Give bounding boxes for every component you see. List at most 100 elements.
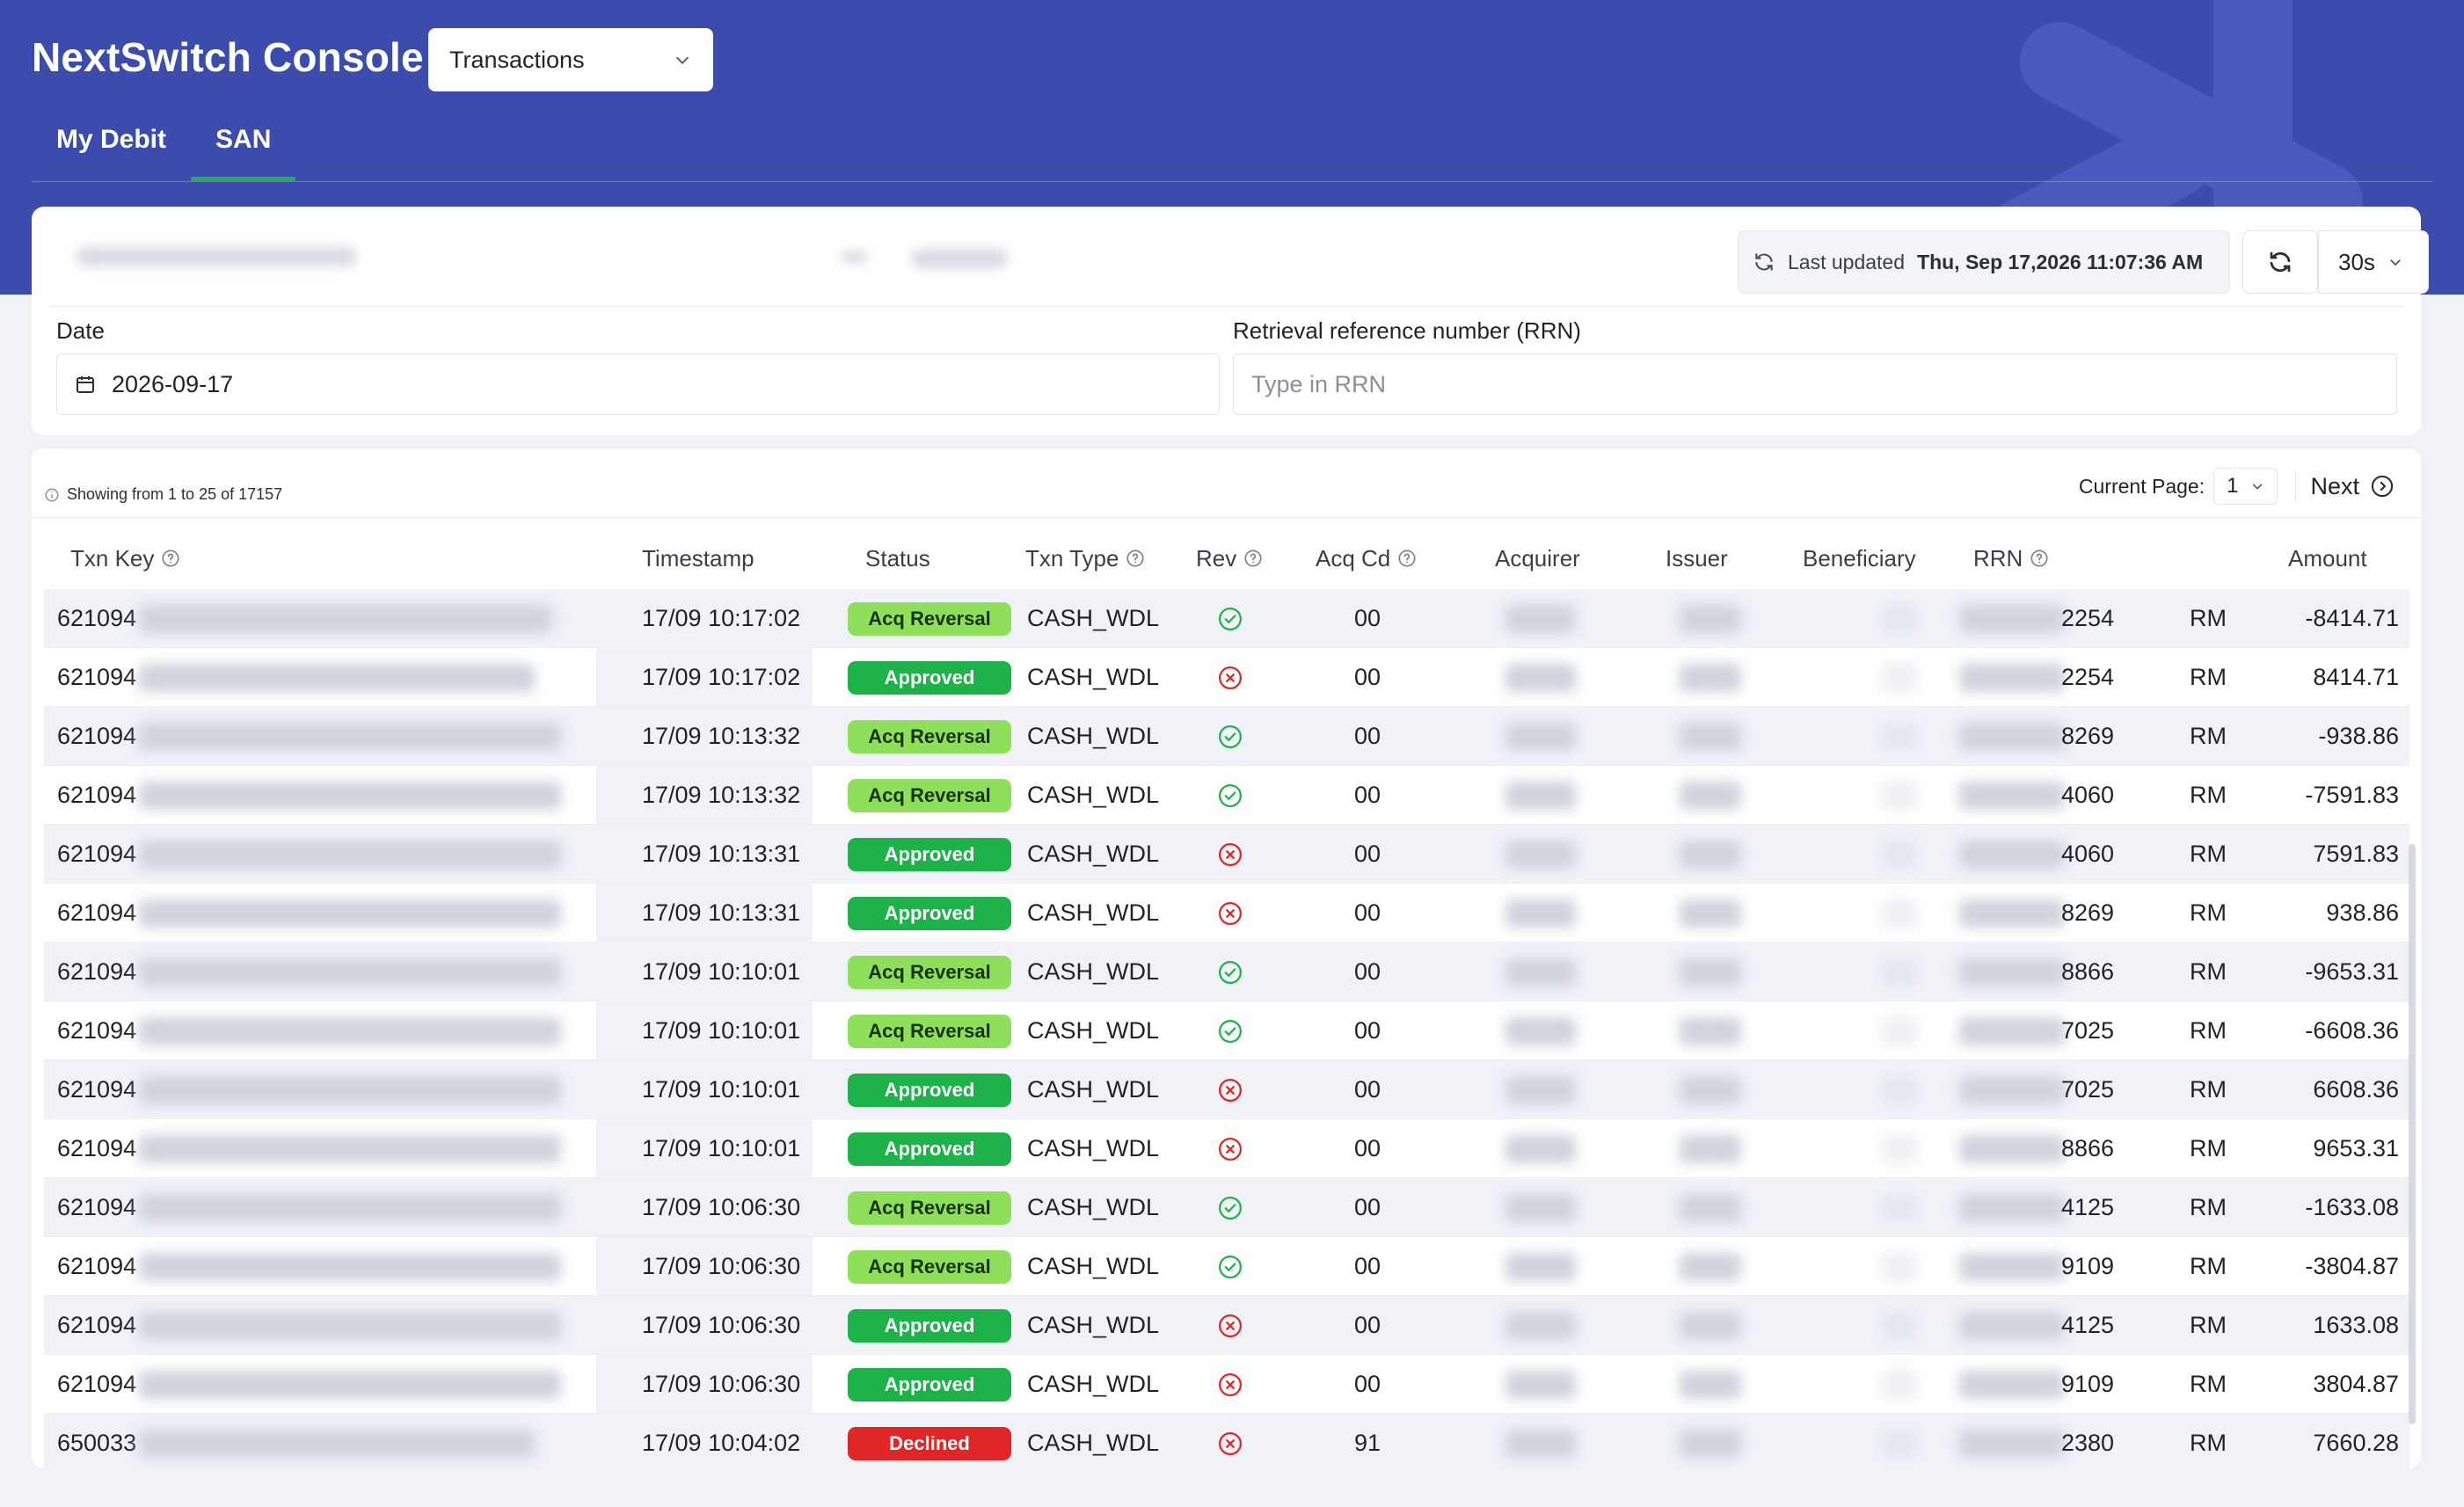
currency-cell: RM: [2190, 605, 2227, 631]
timestamp-cell: 17/09 10:06:30: [642, 1371, 801, 1397]
txn-key-cell: 621094: [57, 782, 137, 808]
redacted-acquirer: [1505, 841, 1576, 869]
table-row[interactable]: 621094 17/09 10:10:01 Approved CASH_WDL 00 88…: [44, 1119, 2409, 1178]
table-row[interactable]: 621094 17/09 10:13:32 Acq Reversal CASH_WDL…: [44, 707, 2409, 766]
help-circle-icon[interactable]: [1243, 549, 1263, 568]
rrn-cell: 9109: [2061, 1371, 2115, 1397]
txn-key-cell: 621094: [57, 1135, 137, 1161]
rev-cell: [1217, 1178, 1243, 1237]
rrn-input[interactable]: [1251, 370, 2379, 398]
table-row[interactable]: 621094 17/09 10:06:30 Acq Reversal CASH_WDL…: [44, 1237, 2409, 1296]
table-row[interactable]: 621094 17/09 10:10:01 Acq Reversal CASH_WDL…: [44, 943, 2409, 1001]
acq-cd-cell: 00: [1354, 899, 1381, 926]
status-cell: Acq Reversal: [848, 1178, 1011, 1237]
status-cell: Approved: [848, 1296, 1011, 1355]
redacted-txn-key: [139, 605, 552, 633]
redacted-txn-key: [139, 1371, 561, 1399]
timestamp-cell: 17/09 10:06:30: [642, 1312, 801, 1338]
transactions-table-card: Showing from 1 to 25 of 17157 Current Pa…: [32, 448, 2421, 1468]
redacted-rrn: [1959, 1430, 2065, 1458]
acq-cd-cell: 00: [1354, 1312, 1381, 1338]
column-header-label: RRN: [1973, 544, 2023, 571]
table-row[interactable]: 621094 17/09 10:13:32 Acq Reversal CASH_WDL…: [44, 766, 2409, 825]
redacted-txn-key: [139, 1430, 535, 1458]
acq-cd-cell: 00: [1354, 1371, 1381, 1397]
status-badge: Acq Reversal: [848, 1249, 1011, 1284]
redacted-beneficiary: [1882, 1371, 1917, 1399]
table-row[interactable]: 621094 17/09 10:06:30 Approved CASH_WDL 00 41…: [44, 1296, 2409, 1355]
table-row[interactable]: 621094 17/09 10:13:31 Approved CASH_WDL 00 40…: [44, 825, 2409, 884]
table-scrollbar[interactable]: [2409, 844, 2416, 1424]
acq-cd-cell: 00: [1354, 958, 1381, 985]
redacted-beneficiary: [1882, 1017, 1917, 1045]
column-header-timestamp[interactable]: Timestamp: [642, 528, 755, 589]
x-circle-icon: [1219, 901, 1242, 925]
acq-cd-cell: 91: [1354, 1430, 1381, 1456]
status-badge: Acq Reversal: [848, 719, 1011, 754]
table-row[interactable]: 621094 17/09 10:10:01 Approved CASH_WDL 00 70…: [44, 1060, 2409, 1119]
redacted-filter: [76, 247, 357, 266]
timestamp-cell: 17/09 10:06:30: [642, 1253, 801, 1279]
redacted-acquirer: [1505, 664, 1576, 692]
tab-my-debit[interactable]: My Debit: [56, 125, 167, 154]
table-row[interactable]: 621094 17/09 10:06:30 Approved CASH_WDL 00 91…: [44, 1355, 2409, 1414]
refresh-button[interactable]: [2242, 230, 2318, 294]
next-page-button[interactable]: Next: [2310, 473, 2395, 500]
x-circle-icon: [1219, 1314, 1242, 1337]
acq-cd-cell: 00: [1354, 1017, 1381, 1044]
current-page-select[interactable]: 1: [2213, 468, 2278, 505]
column-header-txn-key[interactable]: Txn Key: [70, 528, 180, 589]
row-divider: [44, 647, 2409, 648]
redacted-filter: [841, 251, 867, 263]
rrn-cell: 2254: [2061, 664, 2115, 690]
redacted-beneficiary: [1882, 605, 1917, 633]
help-circle-icon[interactable]: [2030, 549, 2049, 568]
help-circle-icon[interactable]: [161, 549, 180, 568]
redacted-txn-key: [139, 1076, 561, 1104]
column-header-txn-type[interactable]: Txn Type: [1025, 528, 1145, 589]
rev-cell: [1217, 707, 1243, 766]
timestamp-cell-bg: [596, 1001, 813, 1060]
txn-key-cell: 621094: [57, 1194, 137, 1220]
help-circle-icon[interactable]: [1397, 549, 1417, 568]
column-header-acq-cd[interactable]: Acq Cd: [1316, 528, 1417, 589]
timestamp-cell: 17/09 10:10:01: [642, 1017, 801, 1044]
status-badge: Approved: [848, 1308, 1011, 1343]
column-header-rev[interactable]: Rev: [1196, 528, 1263, 589]
module-select[interactable]: Transactions: [428, 28, 713, 91]
table-row[interactable]: 621094 17/09 10:10:01 Acq Reversal CASH_WDL…: [44, 1001, 2409, 1060]
column-header-acquirer[interactable]: Acquirer: [1495, 528, 1580, 589]
rev-cell: [1217, 825, 1243, 884]
redacted-rrn: [1959, 958, 2065, 986]
table-row[interactable]: 621094 17/09 10:06:30 Acq Reversal CASH_WDL…: [44, 1178, 2409, 1237]
column-header-beneficiary[interactable]: Beneficiary: [1803, 528, 1916, 589]
redacted-txn-key: [139, 1253, 561, 1281]
table-row[interactable]: 621094 17/09 10:13:31 Approved CASH_WDL 00 82…: [44, 884, 2409, 943]
rrn-cell: 4060: [2061, 841, 2115, 867]
rrn-field[interactable]: [1233, 353, 2397, 415]
table-row[interactable]: 650033 17/09 10:04:02 Declined CASH_WDL 91 23…: [44, 1414, 2409, 1468]
refresh-interval-select[interactable]: 30s: [2318, 230, 2429, 294]
column-header-amount[interactable]: Amount: [2288, 528, 2367, 589]
x-circle-icon: [1219, 1372, 1242, 1396]
redacted-rrn: [1959, 664, 2065, 692]
table-row[interactable]: 621094 17/09 10:17:02 Approved CASH_WDL 00 22…: [44, 648, 2409, 707]
column-header-status[interactable]: Status: [865, 528, 930, 589]
tab-san[interactable]: SAN: [191, 125, 296, 181]
table-row[interactable]: 621094 17/09 10:17:02 Acq Reversal CASH_WDL…: [44, 589, 2409, 648]
date-picker[interactable]: 2026-09-17: [56, 353, 1220, 415]
redacted-issuer: [1680, 1253, 1741, 1281]
x-circle-icon: [1219, 842, 1242, 866]
column-header-rrn[interactable]: RRN: [1973, 528, 2049, 589]
column-header-issuer[interactable]: Issuer: [1666, 528, 1728, 589]
txn-key-cell: 621094: [57, 958, 137, 985]
timestamp-cell: 17/09 10:13:31: [642, 899, 801, 926]
check-circle-icon: [1219, 1019, 1242, 1043]
redacted-acquirer: [1505, 1135, 1576, 1163]
pager-divider: [2295, 471, 2297, 501]
row-divider: [44, 1413, 2409, 1414]
currency-cell: RM: [2190, 1312, 2227, 1338]
help-circle-icon[interactable]: [1126, 549, 1145, 568]
redacted-issuer: [1680, 958, 1741, 986]
table-divider: [32, 517, 2421, 518]
